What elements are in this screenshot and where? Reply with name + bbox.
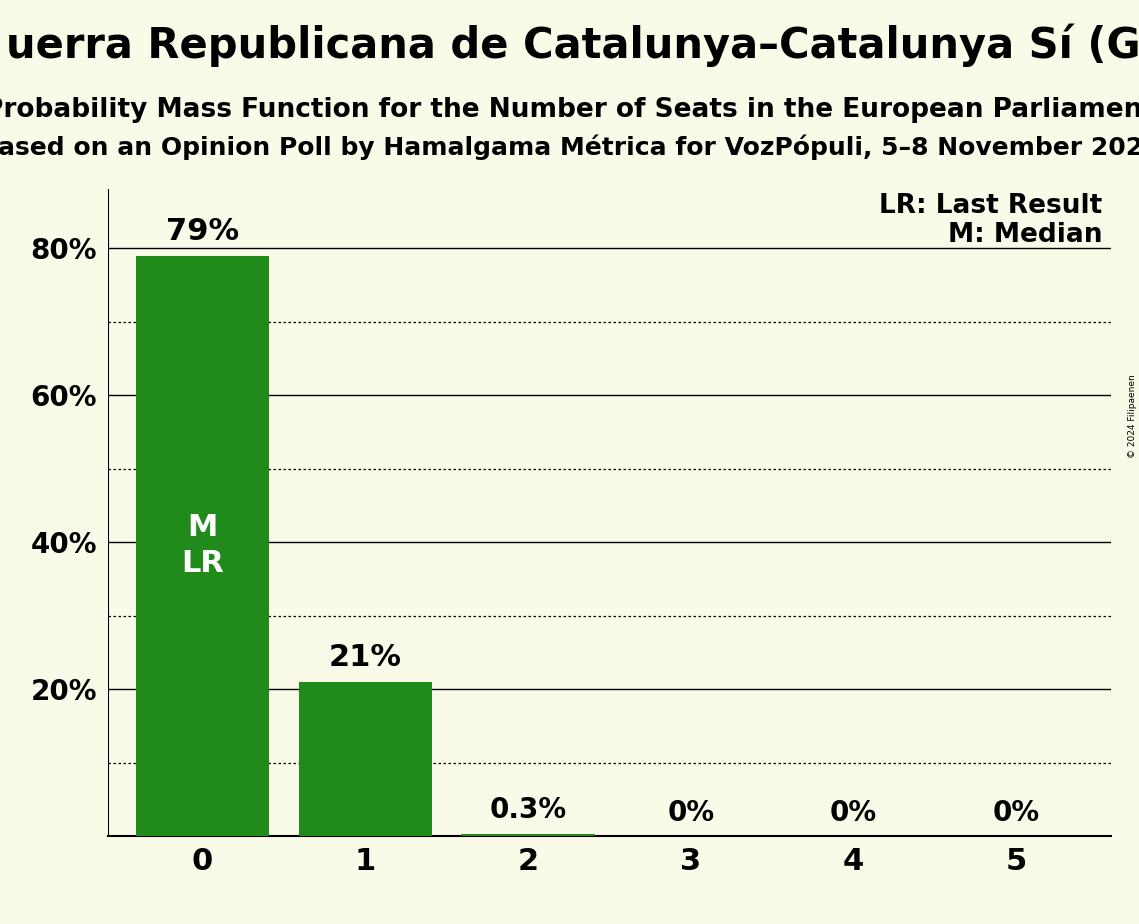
Text: 21%: 21% xyxy=(329,643,402,673)
Text: 0.3%: 0.3% xyxy=(490,796,566,824)
Bar xyxy=(298,682,432,836)
Bar xyxy=(461,834,595,836)
Text: 0%: 0% xyxy=(830,798,877,827)
Text: 0%: 0% xyxy=(992,798,1040,827)
Text: M: Median: M: Median xyxy=(948,223,1103,249)
Text: 79%: 79% xyxy=(166,217,239,246)
Bar xyxy=(136,256,269,836)
Text: LR: Last Result: LR: Last Result xyxy=(879,193,1103,219)
Text: © 2024 Filipaenen: © 2024 Filipaenen xyxy=(1128,374,1137,457)
Text: M
LR: M LR xyxy=(181,514,224,578)
Text: Probability Mass Function for the Number of Seats in the European Parliament: Probability Mass Function for the Number… xyxy=(0,97,1139,123)
Text: Based on an Opinion Poll by Hamalgama Métrica for VozPópuli, 5–8 November 2024: Based on an Opinion Poll by Hamalgama Mé… xyxy=(0,135,1139,161)
Text: uerra Republicana de Catalunya–Catalunya Sí (Greens/E: uerra Republicana de Catalunya–Catalunya… xyxy=(6,23,1139,67)
Text: 0%: 0% xyxy=(667,798,714,827)
